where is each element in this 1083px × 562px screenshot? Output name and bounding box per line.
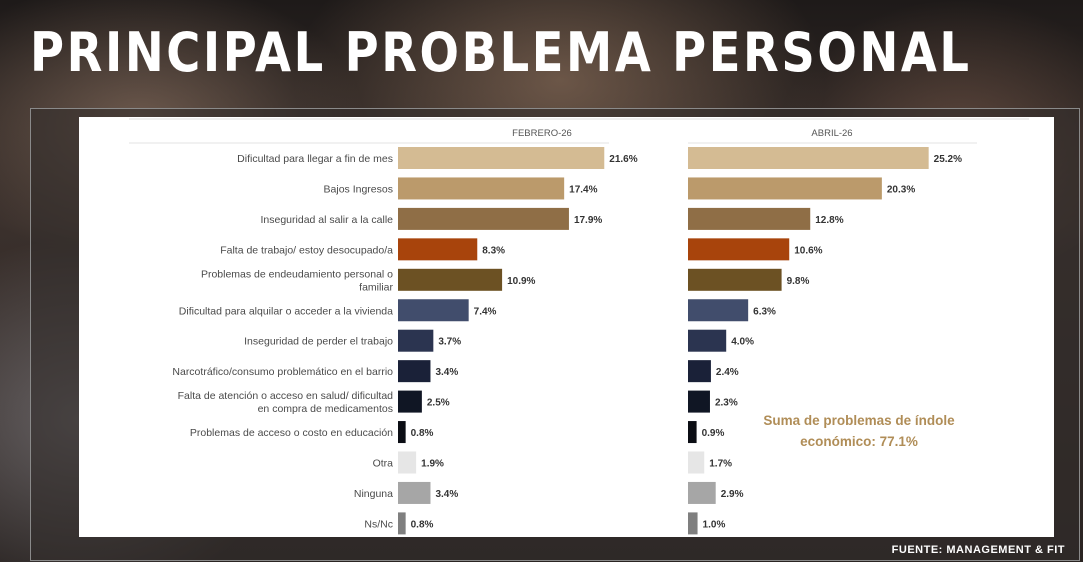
bar (688, 177, 882, 200)
page-title: PRINCIPAL PROBLEMA PERSONAL (30, 21, 972, 84)
bar (688, 390, 710, 413)
bar (398, 299, 469, 322)
bar (398, 481, 431, 504)
data-label: 21.6% (609, 154, 637, 165)
category-label: Falta de trabajo/ estoy desocupado/a (220, 244, 393, 256)
data-label: 8.3% (482, 245, 505, 256)
category-label: Falta de atención o acceso en salud/ dif… (178, 390, 394, 402)
bar (688, 421, 697, 444)
category-label: Dificultad para alquilar o acceder a la … (179, 305, 393, 317)
bar (398, 147, 605, 169)
data-label: 20.3% (887, 184, 915, 195)
data-label: 2.9% (721, 489, 744, 500)
source-credit: FUENTE: MANAGEMENT & FIT (891, 544, 1065, 556)
bar (688, 512, 698, 535)
bar (398, 360, 431, 383)
bar (398, 451, 417, 474)
data-label: 7.4% (474, 306, 497, 317)
data-label: 10.9% (507, 276, 535, 287)
category-label: Ninguna (354, 488, 393, 500)
data-label: 6.3% (753, 306, 776, 317)
category-label: Problemas de endeudamiento personal o (201, 268, 393, 280)
bar (398, 238, 478, 261)
annotation-text: económico: 77.1% (800, 434, 918, 449)
category-label: familiar (359, 281, 393, 293)
data-label: 1.7% (709, 459, 732, 470)
bar (398, 512, 406, 535)
bar (688, 147, 929, 169)
data-label: 10.6% (794, 245, 822, 256)
data-label: 3.7% (438, 337, 461, 348)
bar (398, 421, 406, 444)
category-label: Inseguridad al salir a la calle (261, 214, 394, 226)
chart-panel: FEBRERO-26 ABRIL-26 Dificultad para llegar… (79, 117, 1054, 537)
category-label: Problemas de acceso o costo en educación (190, 427, 393, 439)
category-label: Inseguridad de perder el trabajo (244, 336, 393, 348)
bar (398, 268, 503, 291)
data-label: 0.9% (702, 428, 725, 439)
bar (688, 451, 705, 474)
annotation-text: Suma de problemas de índole (763, 413, 955, 428)
category-label: en compra de medicamentos (258, 403, 393, 415)
bar (398, 390, 422, 413)
bar (688, 299, 749, 322)
bar-chart: FEBRERO-26 ABRIL-26 Dificultad para llegar… (129, 118, 1029, 535)
bar (688, 481, 716, 504)
data-label: 2.4% (716, 367, 739, 378)
data-label: 1.0% (703, 519, 726, 530)
data-label: 3.4% (435, 367, 458, 378)
data-label: 17.4% (569, 184, 597, 195)
data-label: 0.8% (411, 428, 434, 439)
bar (688, 207, 811, 230)
series-header: ABRIL-26 (811, 128, 852, 139)
bar (398, 329, 434, 352)
bar (688, 268, 782, 291)
bar (398, 177, 565, 200)
data-label: 25.2% (934, 154, 962, 165)
category-label: Bajos Ingresos (324, 183, 393, 195)
category-label: Otra (373, 458, 394, 470)
data-label: 4.0% (731, 337, 754, 348)
data-label: 2.5% (427, 398, 450, 409)
data-label: 9.8% (787, 276, 810, 287)
data-label: 17.9% (574, 215, 602, 226)
category-label: Ns/Nc (364, 518, 393, 530)
series-header: FEBRERO-26 (512, 128, 572, 139)
data-label: 0.8% (411, 519, 434, 530)
bar (688, 329, 727, 352)
data-label: 2.3% (715, 398, 738, 409)
data-label: 1.9% (421, 459, 444, 470)
bar (688, 360, 711, 383)
category-label: Narcotráfico/consumo problemático en el … (172, 366, 393, 378)
bar (688, 238, 790, 261)
data-label: 12.8% (815, 215, 843, 226)
category-label: Dificultad para llegar a fin de mes (237, 153, 393, 165)
bar (398, 207, 569, 230)
data-label: 3.4% (435, 489, 458, 500)
